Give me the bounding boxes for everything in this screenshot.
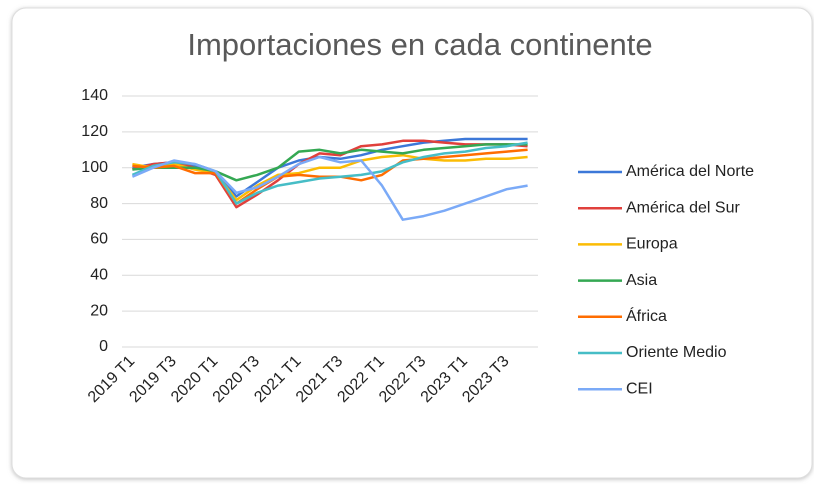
y-tick-label: 100 [81, 159, 108, 176]
chart-title: Importaciones en cada continente [187, 27, 652, 62]
y-tick-label: 60 [90, 231, 108, 248]
series-line [131, 155, 528, 221]
legend-label: CEI [626, 380, 653, 397]
legend-label: Europa [626, 236, 678, 253]
y-tick-label: 140 [81, 87, 108, 104]
y-tick-label: 0 [99, 338, 108, 355]
legend-label: Oriente Medio [626, 344, 727, 361]
y-tick-label: 40 [90, 267, 108, 284]
y-tick-label: 20 [90, 302, 108, 319]
y-tick-label: 80 [90, 195, 108, 212]
legend-label: América del Norte [626, 163, 754, 180]
series-line [132, 143, 528, 182]
legend-label: Asia [626, 272, 657, 289]
legend-label: América del Sur [626, 199, 740, 216]
frame [11, 7, 813, 479]
series-line [132, 153, 528, 202]
legend-label: África [626, 306, 667, 325]
y-tick-label: 120 [81, 123, 108, 140]
